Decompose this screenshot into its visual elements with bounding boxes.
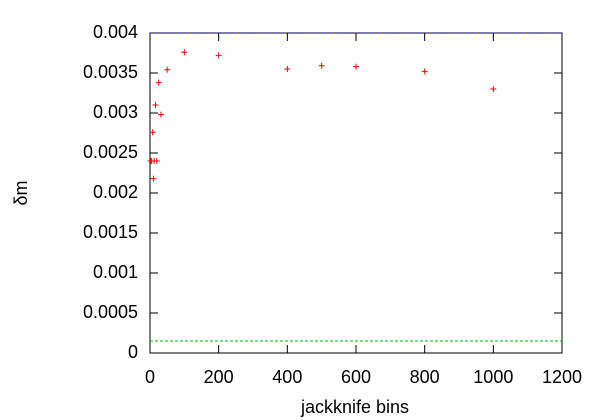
x-tick-label: 400 — [272, 367, 302, 387]
y-tick-label: 0.003 — [93, 102, 138, 122]
point — [150, 175, 157, 182]
point — [164, 66, 171, 73]
point — [152, 102, 159, 108]
x-tick-label: 1000 — [473, 367, 513, 387]
y-axis-label: δm — [11, 180, 31, 205]
point — [215, 52, 222, 59]
x-axis-label: jackknife bins — [300, 397, 409, 417]
y-tick-label: 0.0025 — [83, 142, 138, 162]
point — [153, 158, 160, 164]
point — [155, 79, 162, 86]
y-tick-label: 0.0035 — [83, 62, 138, 82]
x-tick-label: 600 — [341, 367, 371, 387]
x-tick-label: 0 — [145, 367, 155, 387]
point — [181, 49, 188, 56]
y-tick-label: 0.001 — [93, 262, 138, 282]
plot-frame — [149, 32, 563, 354]
point — [284, 66, 291, 72]
x-tick-label: 200 — [204, 367, 234, 387]
y-tick-label: 0.0015 — [83, 222, 138, 242]
y-tick-label: 0.002 — [93, 182, 138, 202]
point — [149, 129, 156, 136]
y-tick-label: 0 — [128, 342, 138, 362]
y-tick-label: 0.0005 — [83, 302, 138, 322]
point — [421, 68, 428, 75]
point — [157, 111, 164, 118]
point — [318, 62, 325, 69]
x-tick-label: 800 — [410, 367, 440, 387]
x-tick-label: 1200 — [542, 367, 582, 387]
point — [490, 86, 497, 92]
y-tick-label: 0.004 — [93, 22, 138, 42]
point — [353, 63, 359, 70]
